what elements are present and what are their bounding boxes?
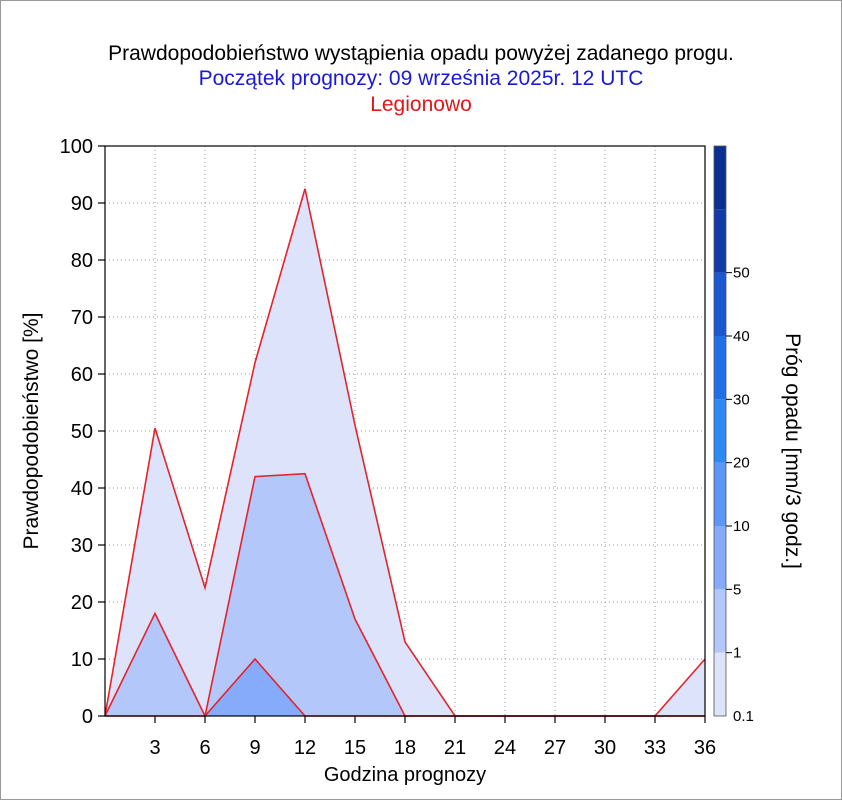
y-tick-label: 40 (71, 478, 93, 500)
colorbar-segment (714, 652, 726, 716)
colorbar-tick-label: 40 (733, 328, 750, 345)
colorbar-tick-label: 20 (733, 455, 750, 472)
colorbar-segment (714, 399, 726, 463)
x-tick-label: 9 (249, 737, 260, 759)
colorbar-segment (714, 462, 726, 526)
x-tick-label: 30 (594, 737, 616, 759)
x-tick-label: 27 (544, 737, 566, 759)
x-tick-label: 15 (344, 737, 366, 759)
area-threshold-1 (105, 473, 705, 716)
colorbar-tick-label: 10 (733, 518, 750, 535)
colorbar-tick-label: 0.1 (733, 708, 754, 725)
colorbar-segment (714, 146, 726, 210)
y-axis-label: Prawdopodobieństwo [%] (20, 313, 43, 550)
x-tick-label: 24 (494, 737, 516, 759)
y-tick-label: 100 (60, 136, 93, 158)
y-tick-label: 30 (71, 535, 93, 557)
x-tick-label: 18 (394, 737, 416, 759)
y-tick-label: 90 (71, 193, 93, 215)
chart-location: Legionowo (370, 93, 472, 116)
x-tick-label: 6 (199, 737, 210, 759)
colorbar-tick-label: 5 (733, 581, 741, 598)
colorbar-segment (714, 209, 726, 273)
colorbar-segment (714, 336, 726, 400)
colorbar-segment (714, 272, 726, 336)
x-tick-label: 12 (294, 737, 316, 759)
y-tick-label: 10 (71, 649, 93, 671)
y-tick-label: 20 (71, 592, 93, 614)
colorbar-tick-label: 30 (733, 391, 750, 408)
y-tick-label: 50 (71, 421, 93, 443)
chart-title: Prawdopodobieństwo wystąpienia opadu pow… (108, 42, 734, 65)
colorbar-segment (714, 526, 726, 590)
y-tick-label: 0 (82, 706, 93, 728)
chart-subtitle: Początek prognozy: 09 września 2025r. 12… (198, 67, 644, 90)
x-tick-label: 33 (644, 737, 666, 759)
y-tick-label: 60 (71, 364, 93, 386)
y-tick-label: 70 (71, 307, 93, 329)
y-tick-label: 80 (71, 250, 93, 272)
x-axis-label: Godzina prognozy (324, 764, 486, 786)
colorbar-segment (714, 589, 726, 653)
colorbar-tick-label: 1 (733, 645, 741, 662)
x-tick-label: 36 (694, 737, 716, 759)
colorbar-tick-label: 50 (733, 265, 750, 282)
x-tick-label: 21 (444, 737, 466, 759)
colorbar-label: Próg opadu [mm/3 godz.] (781, 333, 804, 569)
colorbar-border (713, 145, 727, 717)
x-tick-label: 3 (149, 737, 160, 759)
area-threshold-5 (105, 659, 705, 716)
